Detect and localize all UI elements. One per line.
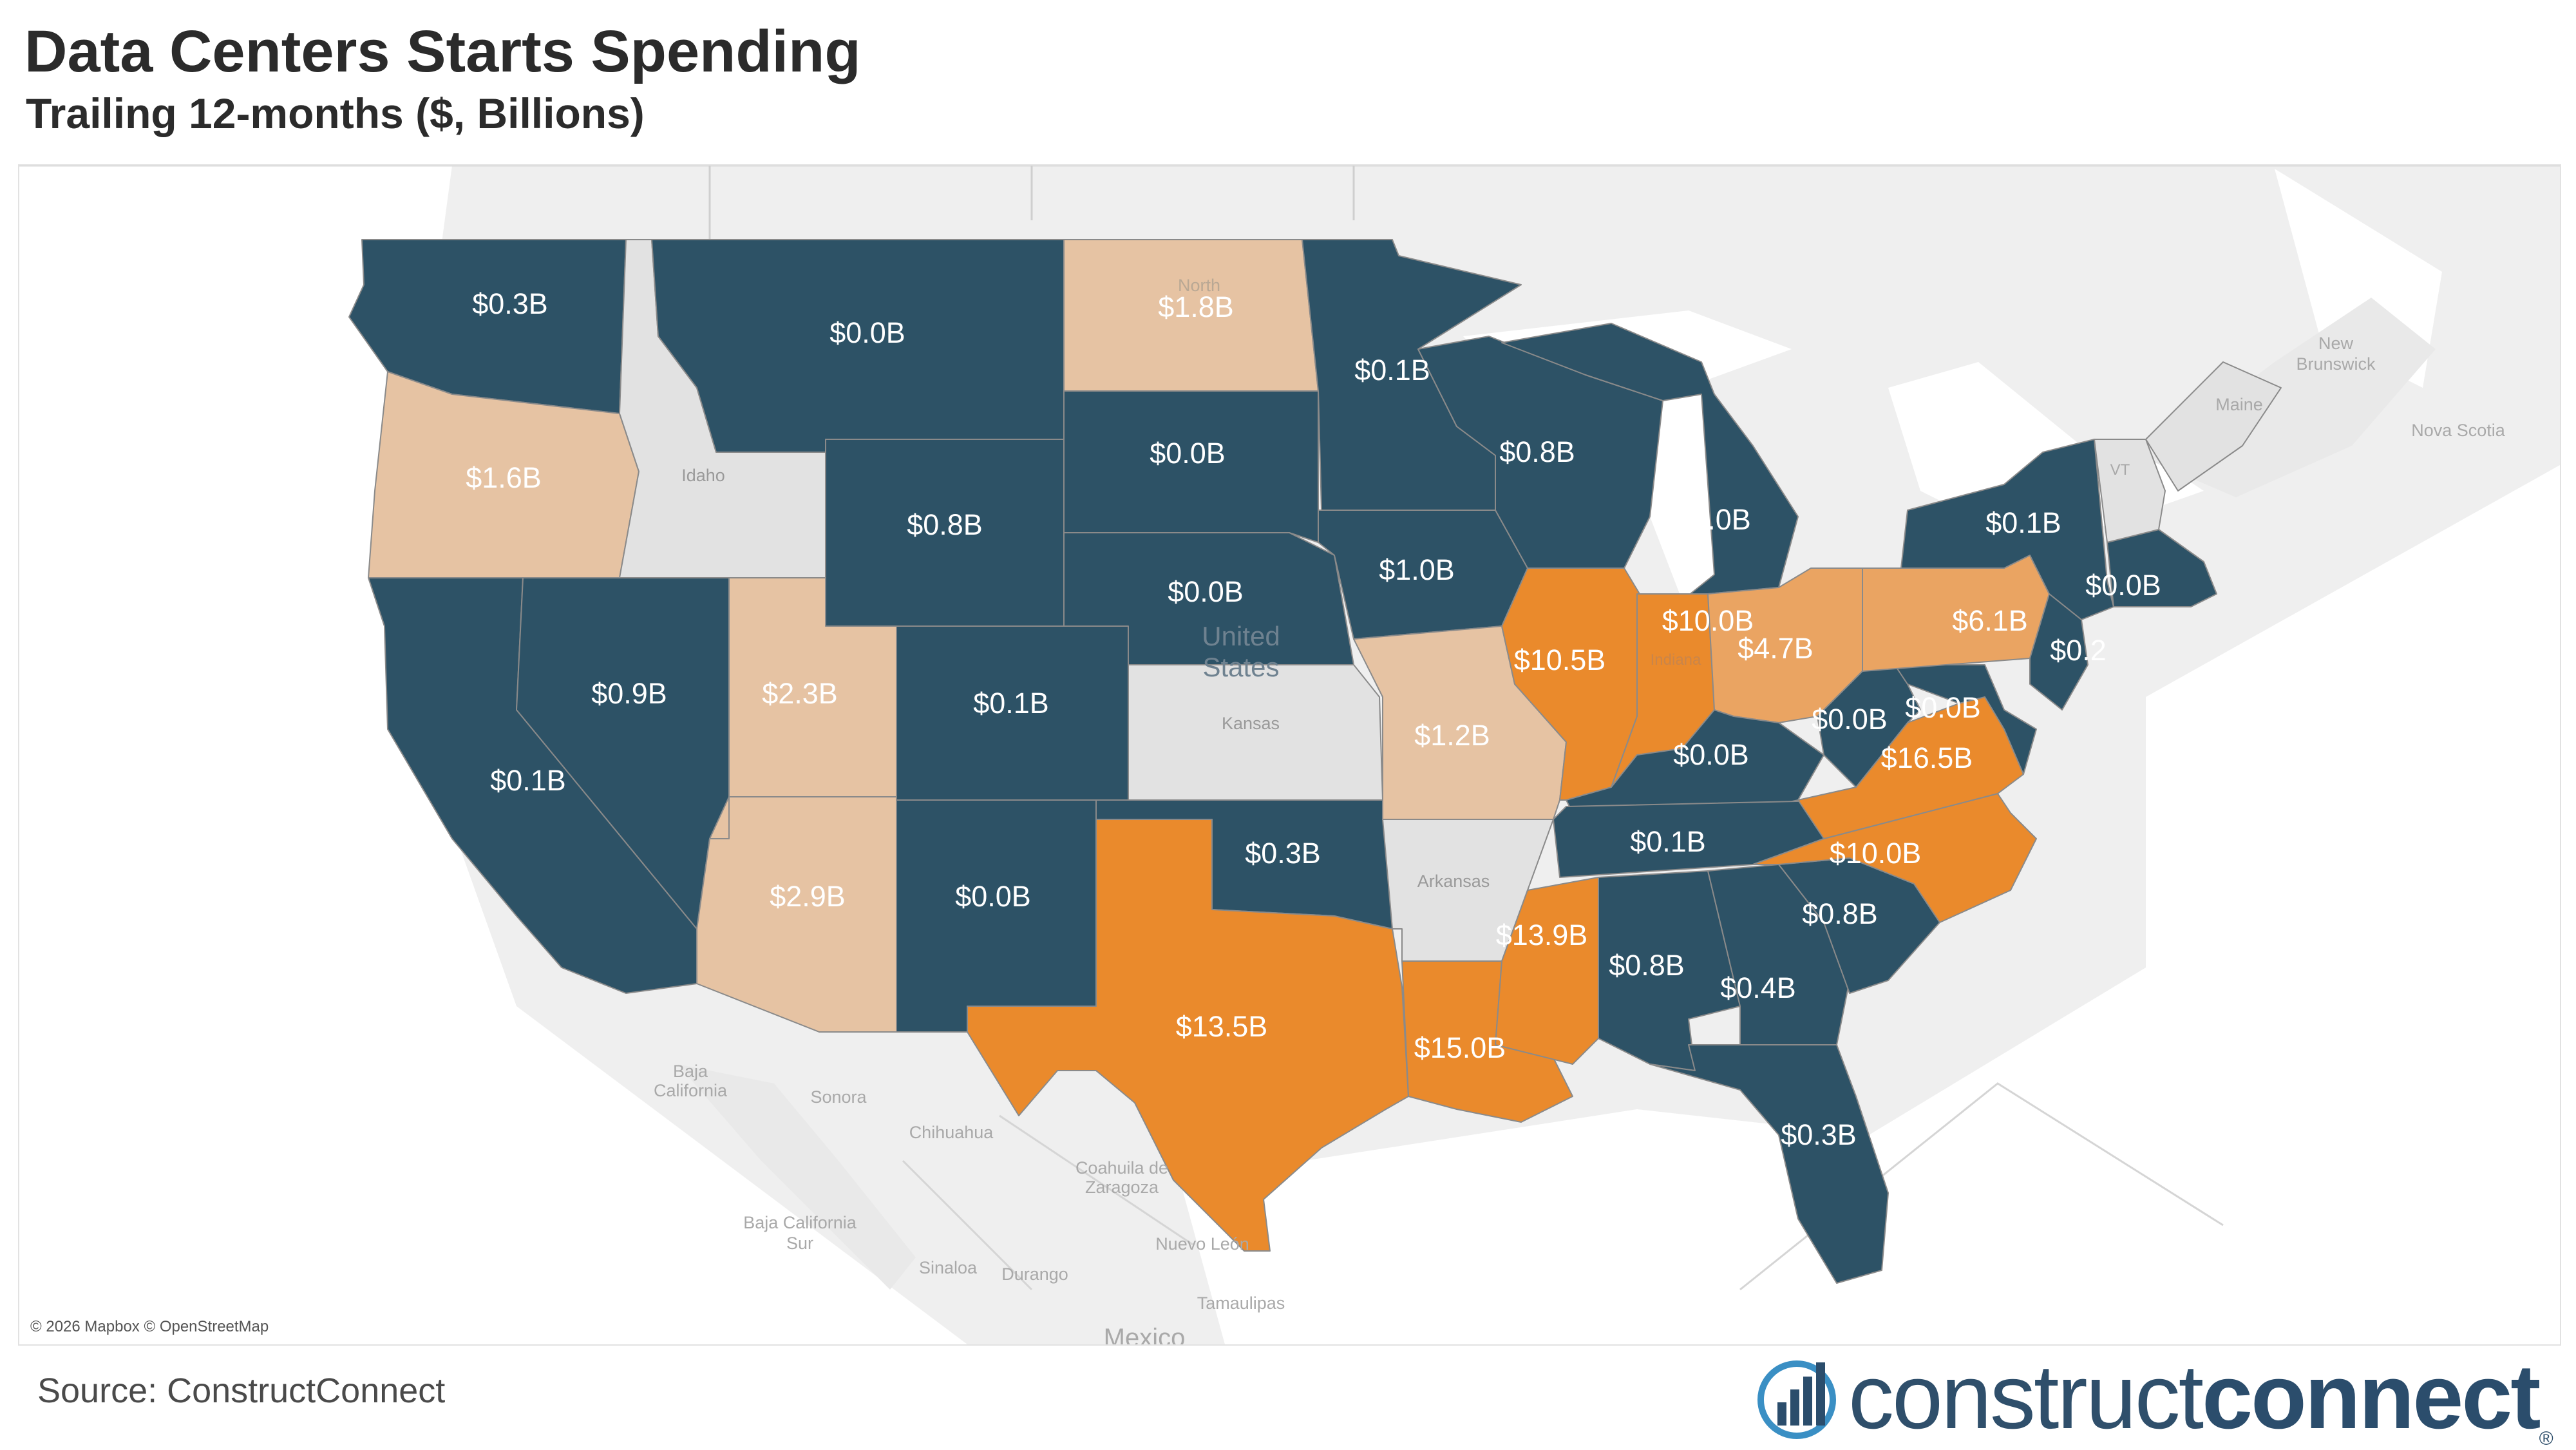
logo-registered: ® bbox=[2539, 1428, 2553, 1449]
value-label-IA: $1.0B bbox=[1379, 553, 1455, 586]
value-label-MS: $13.9B bbox=[1496, 919, 1588, 951]
value-label-MD: $0.0B bbox=[1905, 691, 1981, 724]
state-FL[interactable] bbox=[1649, 1044, 1889, 1284]
map-frame[interactable]: $0.3B $1.6B $0.1B $0.9B $0.0B $0.8B $2.3B $2.9B… bbox=[18, 164, 2561, 1346]
map-attribution[interactable]: © 2026 Mapbox © OpenStreetMap bbox=[30, 1318, 269, 1335]
state-new-england-nodata bbox=[2094, 439, 2166, 543]
state-maine-nodata bbox=[2145, 361, 2282, 491]
value-label-TX: $13.5B bbox=[1176, 1010, 1268, 1043]
us-map[interactable]: $0.3B $1.6B $0.1B $0.9B $0.0B $0.8B $2.3B $2.9B… bbox=[19, 166, 2560, 1344]
value-label-OK: $0.3B bbox=[1245, 837, 1321, 870]
basemap-label-bc1: Baja bbox=[673, 1062, 708, 1081]
value-label-VA: $16.5B bbox=[1881, 741, 1973, 774]
logo-word-connect: connect bbox=[2202, 1346, 2541, 1448]
value-label-MA: $0.0B bbox=[2085, 569, 2161, 602]
value-label-FL: $0.3B bbox=[1781, 1118, 1857, 1151]
basemap-label-chihuahua: Chihuahua bbox=[909, 1123, 994, 1142]
value-label-SC: $0.8B bbox=[1802, 897, 1878, 930]
state-name-ID: Idaho bbox=[681, 466, 725, 485]
value-label-OR: $1.6B bbox=[466, 461, 542, 494]
value-label-MN: $0.1B bbox=[1354, 354, 1430, 386]
state-NM[interactable] bbox=[896, 799, 1097, 1033]
value-label-UT: $2.3B bbox=[762, 677, 838, 710]
basemap-label-sonora: Sonora bbox=[810, 1087, 867, 1107]
value-label-NV: $0.9B bbox=[591, 677, 667, 710]
state-name-AR: Arkansas bbox=[1417, 872, 1490, 891]
value-label-NC: $10.0B bbox=[1830, 837, 1922, 870]
basemap-label-us2: States bbox=[1202, 652, 1279, 682]
basemap-label-coah2: Zaragoza bbox=[1085, 1178, 1159, 1197]
basemap-label-indiana: Indiana bbox=[1651, 651, 1701, 669]
lake-michigan bbox=[1650, 394, 1714, 600]
basemap-label-mexico: Mexico bbox=[1104, 1324, 1186, 1344]
state-NY[interactable] bbox=[1900, 439, 2114, 620]
basemap-label-vt: VT bbox=[2110, 461, 2130, 479]
value-label-WA: $0.3B bbox=[472, 287, 548, 320]
value-label-NJ: $0.2 bbox=[2050, 634, 2107, 667]
value-label-MT: $0.0B bbox=[829, 316, 905, 349]
source-note: Source: ConstructConnect bbox=[37, 1371, 446, 1410]
value-label-MO: $1.2B bbox=[1414, 719, 1490, 752]
value-label-WI: $0.8B bbox=[1499, 435, 1575, 468]
logo-word-construct: construct bbox=[1848, 1346, 2204, 1448]
value-label-GA: $0.4B bbox=[1720, 971, 1796, 1004]
basemap-label-us1: United bbox=[1202, 621, 1280, 651]
value-label-NE: $0.0B bbox=[1168, 575, 1244, 608]
pacific-ocean bbox=[19, 166, 967, 1344]
value-label-CO: $0.1B bbox=[973, 687, 1049, 720]
basemap-label-nb2: Brunswick bbox=[2296, 354, 2376, 374]
basemap-label-nl: Nuevo León bbox=[1155, 1234, 1249, 1254]
state-KS[interactable] bbox=[1128, 664, 1383, 801]
state-name-KS: Kansas bbox=[1222, 714, 1280, 733]
basemap-label-sinaloa: Sinaloa bbox=[919, 1258, 978, 1277]
value-label-TN: $0.1B bbox=[1630, 825, 1706, 858]
basemap-label-north: North bbox=[1178, 276, 1220, 295]
logo-wordmark: constructconnect® bbox=[1848, 1344, 2553, 1450]
state-KY[interactable] bbox=[1566, 709, 1824, 826]
value-label-IL: $10.5B bbox=[1514, 644, 1606, 676]
basemap-label-bc2: California bbox=[654, 1081, 728, 1100]
basemap-label-durango: Durango bbox=[1001, 1264, 1068, 1284]
state-TX[interactable] bbox=[967, 819, 1409, 1252]
state-MD[interactable] bbox=[1894, 664, 2037, 775]
chart-title: Data Centers Starts Spending bbox=[24, 19, 861, 84]
state-shapes bbox=[348, 239, 2282, 1284]
basemap-label-tamaulipas: Tamaulipas bbox=[1197, 1293, 1285, 1313]
constructconnect-logo[interactable]: constructconnect® bbox=[1752, 1346, 2570, 1449]
logo-icon bbox=[1757, 1360, 1836, 1439]
state-NJ[interactable] bbox=[2029, 593, 2088, 711]
chart-subtitle: Trailing 12-months ($, Billions) bbox=[26, 90, 645, 137]
value-label-AZ: $2.9B bbox=[770, 880, 846, 913]
value-label-MI: $0.0B bbox=[1675, 503, 1751, 536]
value-label-AL: $0.8B bbox=[1609, 949, 1685, 982]
basemap-label-nb1: New bbox=[2318, 334, 2354, 353]
state-SD[interactable] bbox=[1063, 390, 1319, 543]
basemap-label-bcs1: Baja California bbox=[743, 1213, 857, 1232]
mexico-state-borders bbox=[902, 1114, 1193, 1291]
value-label-LA: $15.0B bbox=[1414, 1031, 1506, 1064]
value-label-NM: $0.0B bbox=[955, 880, 1031, 913]
value-label-WY: $0.8B bbox=[907, 508, 983, 541]
gulf-water bbox=[1869, 903, 2560, 1344]
basemap-label-ns: Nova Scotia bbox=[2411, 421, 2506, 440]
basemap-label-coah1: Coahuila de bbox=[1075, 1158, 1168, 1178]
value-label-WV: $0.0B bbox=[1812, 703, 1888, 736]
gulf-of-mexico bbox=[1180, 1109, 1869, 1344]
basemap-label-maine: Maine bbox=[2215, 395, 2263, 414]
value-label-IN: $10.0B bbox=[1662, 604, 1754, 637]
value-label-ND: $1.8B bbox=[1158, 291, 1234, 323]
value-label-SD: $0.0B bbox=[1150, 437, 1226, 470]
value-label-OH: $4.7B bbox=[1738, 632, 1814, 665]
state-value-labels: $0.3B $1.6B $0.1B $0.9B $0.0B $0.8B $2.3B $2.9B… bbox=[466, 287, 2161, 1151]
basemap-label-bcs2: Sur bbox=[786, 1234, 813, 1253]
value-label-CA: $0.1B bbox=[490, 764, 566, 797]
value-label-PA: $6.1B bbox=[1952, 604, 2028, 637]
value-label-NY: $0.1B bbox=[1985, 506, 2061, 539]
value-label-KY: $0.0B bbox=[1673, 738, 1749, 771]
baja-california-shape bbox=[677, 1064, 916, 1290]
